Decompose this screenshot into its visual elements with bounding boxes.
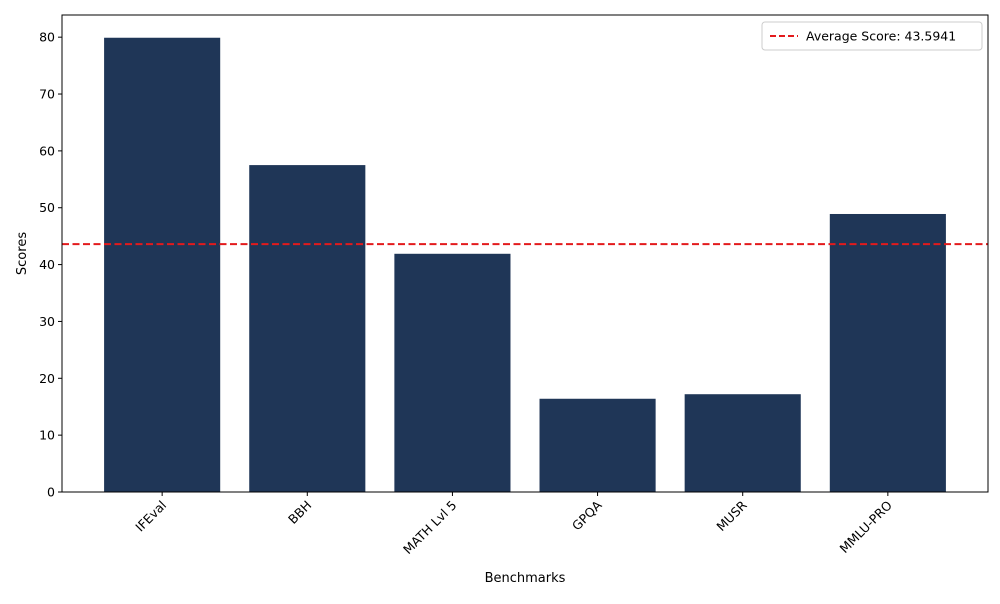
x-tick-label: GPQA — [569, 497, 605, 533]
bar-gpqa — [539, 398, 656, 492]
y-tick-label: 80 — [39, 30, 55, 45]
bar-bbh — [249, 165, 366, 493]
x-tick-label: MATH Lvl 5 — [400, 498, 459, 557]
bars-layer — [104, 37, 946, 493]
y-tick-label: 30 — [39, 314, 55, 329]
y-tick-label: 40 — [39, 257, 55, 272]
y-tick-label: 60 — [39, 143, 55, 158]
y-tick-label: 20 — [39, 371, 55, 386]
plot-area-frame — [61, 14, 989, 493]
x-axis-label: Benchmarks — [485, 571, 566, 586]
x-tick-label: BBH — [285, 498, 314, 527]
x-tick-label: MUSR — [713, 497, 750, 534]
x-axis: IFEval BBH MATH Lvl 5 GPQA MUSR MMLU-PRO — [132, 492, 895, 557]
legend-box — [761, 21, 983, 51]
bar-mmlu-pro — [829, 213, 946, 493]
y-tick-label: 50 — [39, 200, 55, 215]
legend: Average Score: 43.5941 — [761, 21, 983, 51]
y-tick-label: 0 — [47, 485, 55, 500]
y-tick-label: 70 — [39, 87, 55, 102]
legend-label-average: Average Score: 43.5941 — [806, 29, 956, 44]
bar-musr — [684, 394, 801, 492]
bar-ifeval — [104, 37, 221, 492]
x-tick-label: IFEval — [132, 498, 169, 535]
x-tick-label: MMLU-PRO — [837, 497, 896, 556]
y-axis-label: Scores — [15, 232, 30, 275]
y-axis: 0 10 20 30 40 50 60 70 80 — [39, 30, 62, 500]
y-tick-label: 10 — [39, 428, 55, 443]
bar-math-lvl-5 — [394, 253, 511, 492]
